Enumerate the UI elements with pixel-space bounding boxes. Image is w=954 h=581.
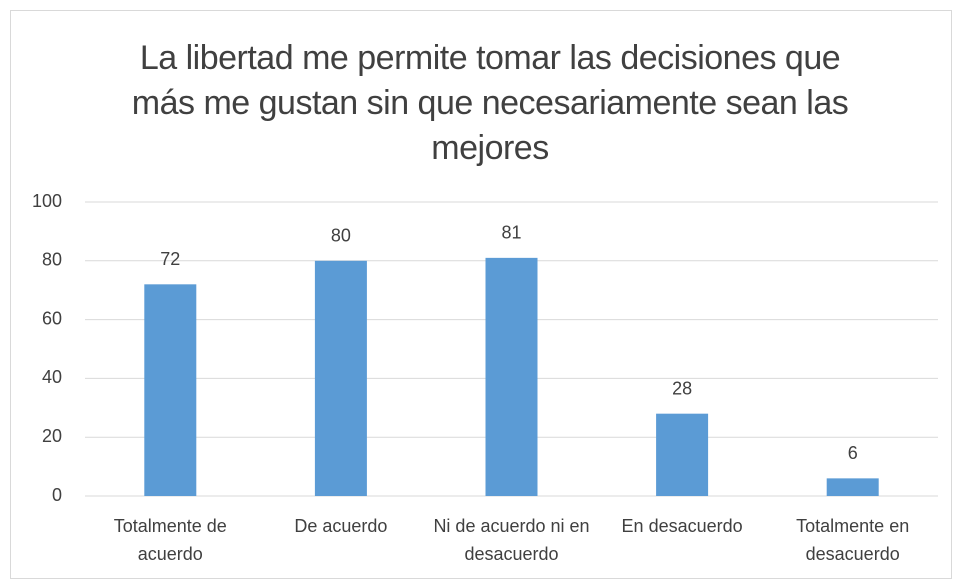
- bar: [485, 257, 538, 496]
- y-tick-label: 60: [42, 308, 62, 328]
- y-tick-label: 100: [32, 191, 62, 211]
- bar: [314, 260, 367, 496]
- x-tick-label: Totalmente de acuerdo: [113, 516, 227, 564]
- data-label: 72: [160, 249, 180, 269]
- data-label: 28: [672, 378, 692, 398]
- x-tick-label: Ni de acuerdo ni en desacuerdo: [433, 516, 590, 564]
- bar: [656, 413, 709, 496]
- y-tick-label: 0: [52, 485, 62, 505]
- y-tick-label: 20: [42, 426, 62, 446]
- data-label: 81: [501, 223, 521, 243]
- x-tick-label: De acuerdo: [294, 516, 388, 536]
- chart-frame: [10, 10, 952, 579]
- y-tick-label: 80: [42, 250, 62, 270]
- chart-title: La libertad me permite tomar las decisio…: [131, 39, 849, 167]
- data-label: 80: [331, 226, 351, 246]
- bar: [144, 284, 197, 496]
- data-label: 6: [848, 443, 858, 463]
- bar: [826, 478, 879, 496]
- x-tick-label: Totalmente en desacuerdo: [796, 516, 910, 564]
- y-tick-label: 40: [42, 367, 62, 387]
- x-tick-label: En desacuerdo: [621, 516, 743, 536]
